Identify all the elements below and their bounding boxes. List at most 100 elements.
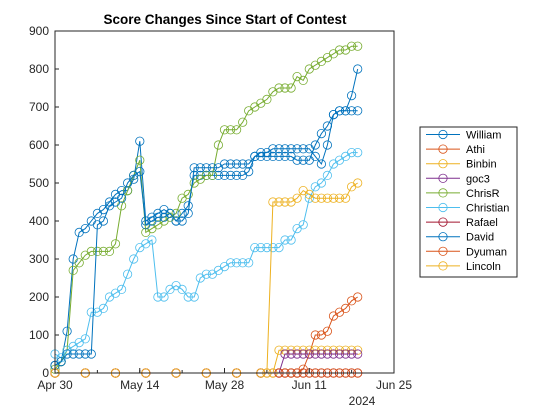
legend-item-william: William <box>426 130 501 142</box>
data-point <box>238 159 248 169</box>
data-point <box>316 178 326 188</box>
data-point <box>286 349 296 359</box>
data-point <box>159 292 169 302</box>
y-tick-label: 300 <box>29 252 49 266</box>
data-point <box>226 159 236 169</box>
data-point <box>177 208 187 218</box>
data-point <box>153 212 163 222</box>
data-point <box>340 349 351 359</box>
data-point <box>322 140 332 150</box>
data-point <box>274 83 284 93</box>
y-tick-label: 200 <box>29 290 49 304</box>
data-point <box>147 235 157 245</box>
data-point <box>171 216 181 226</box>
data-point <box>292 349 302 359</box>
data-point <box>86 349 96 359</box>
legend-label: Dyuman <box>466 246 507 258</box>
data-point <box>153 292 163 302</box>
data-point <box>183 208 193 218</box>
data-point <box>171 208 181 218</box>
data-point <box>135 167 145 177</box>
y-tick-label: 500 <box>29 176 49 190</box>
data-point <box>135 136 145 146</box>
data-point <box>286 144 296 154</box>
y-tick-label: 400 <box>29 214 49 228</box>
y-tick-label: 900 <box>29 24 49 38</box>
data-point <box>201 163 211 173</box>
data-point <box>62 326 72 336</box>
legend-marker <box>438 173 448 183</box>
legend-marker <box>438 217 448 227</box>
data-point <box>340 193 351 203</box>
data-point <box>177 284 187 294</box>
data-point <box>298 144 308 154</box>
data-point <box>195 163 205 173</box>
data-point <box>74 258 84 268</box>
data-point <box>68 265 78 275</box>
data-point <box>353 41 363 51</box>
data-point <box>304 155 314 165</box>
data-point <box>310 193 320 203</box>
data-point <box>353 292 363 302</box>
x-tick-label: Jun 25 <box>376 378 412 392</box>
legend-label: David <box>466 232 494 244</box>
data-point <box>310 330 320 340</box>
legend-item-christian: Christian <box>426 203 509 215</box>
data-point <box>250 151 260 161</box>
y-tick-label: 100 <box>29 328 49 342</box>
data-point <box>98 246 109 256</box>
legend-label: Lincoln <box>466 261 501 273</box>
data-point <box>292 144 302 154</box>
legend-marker <box>438 246 448 256</box>
data-point <box>334 106 345 116</box>
data-point <box>80 349 90 359</box>
data-point <box>274 144 284 154</box>
data-point <box>316 129 326 139</box>
data-point <box>346 41 357 51</box>
data-point <box>207 170 217 180</box>
data-point <box>340 106 351 116</box>
data-point <box>353 64 363 74</box>
x-axis-year-label: 2024 <box>349 394 376 408</box>
legend-label: goc3 <box>466 173 490 185</box>
data-point <box>334 45 345 55</box>
legend-item-goc3: goc3 <box>426 173 490 185</box>
data-point <box>98 216 109 226</box>
series-chrisr <box>50 41 363 374</box>
legend-box <box>419 126 518 278</box>
data-point <box>219 170 230 180</box>
legend-marker <box>438 261 448 271</box>
data-point <box>322 326 332 336</box>
x-tick-label: Apr 30 <box>37 378 73 392</box>
data-point <box>201 170 211 180</box>
legend-item-lincoln: Lincoln <box>426 261 501 273</box>
data-point <box>92 246 103 256</box>
chart-title: Score Changes Since Start of Contest <box>103 12 347 27</box>
data-point <box>322 349 332 359</box>
data-point <box>250 243 260 253</box>
data-point <box>232 125 242 135</box>
legend-marker <box>438 144 448 154</box>
series-christian <box>50 148 363 363</box>
data-point <box>298 75 308 86</box>
data-point <box>286 235 296 245</box>
data-point <box>238 258 248 268</box>
data-point <box>280 197 290 207</box>
legend-label: Christian <box>466 203 509 215</box>
data-point <box>292 193 302 203</box>
legend-label: Binbin <box>466 159 497 171</box>
data-point <box>340 303 351 313</box>
data-point <box>123 269 133 279</box>
data-point <box>268 197 278 207</box>
legend-label: Athi <box>466 144 485 156</box>
data-point <box>274 243 284 253</box>
data-point <box>80 224 90 234</box>
axes-layer: 0 100 200 300 400 500 600 700 800 900 Apr 30 May 14… <box>29 24 412 392</box>
data-point <box>274 151 284 161</box>
data-point <box>62 349 72 359</box>
x-tick-label: Jun 11 <box>292 378 327 392</box>
data-point <box>262 151 272 161</box>
data-point <box>207 163 217 173</box>
data-point <box>213 170 223 180</box>
data-point <box>353 178 363 188</box>
